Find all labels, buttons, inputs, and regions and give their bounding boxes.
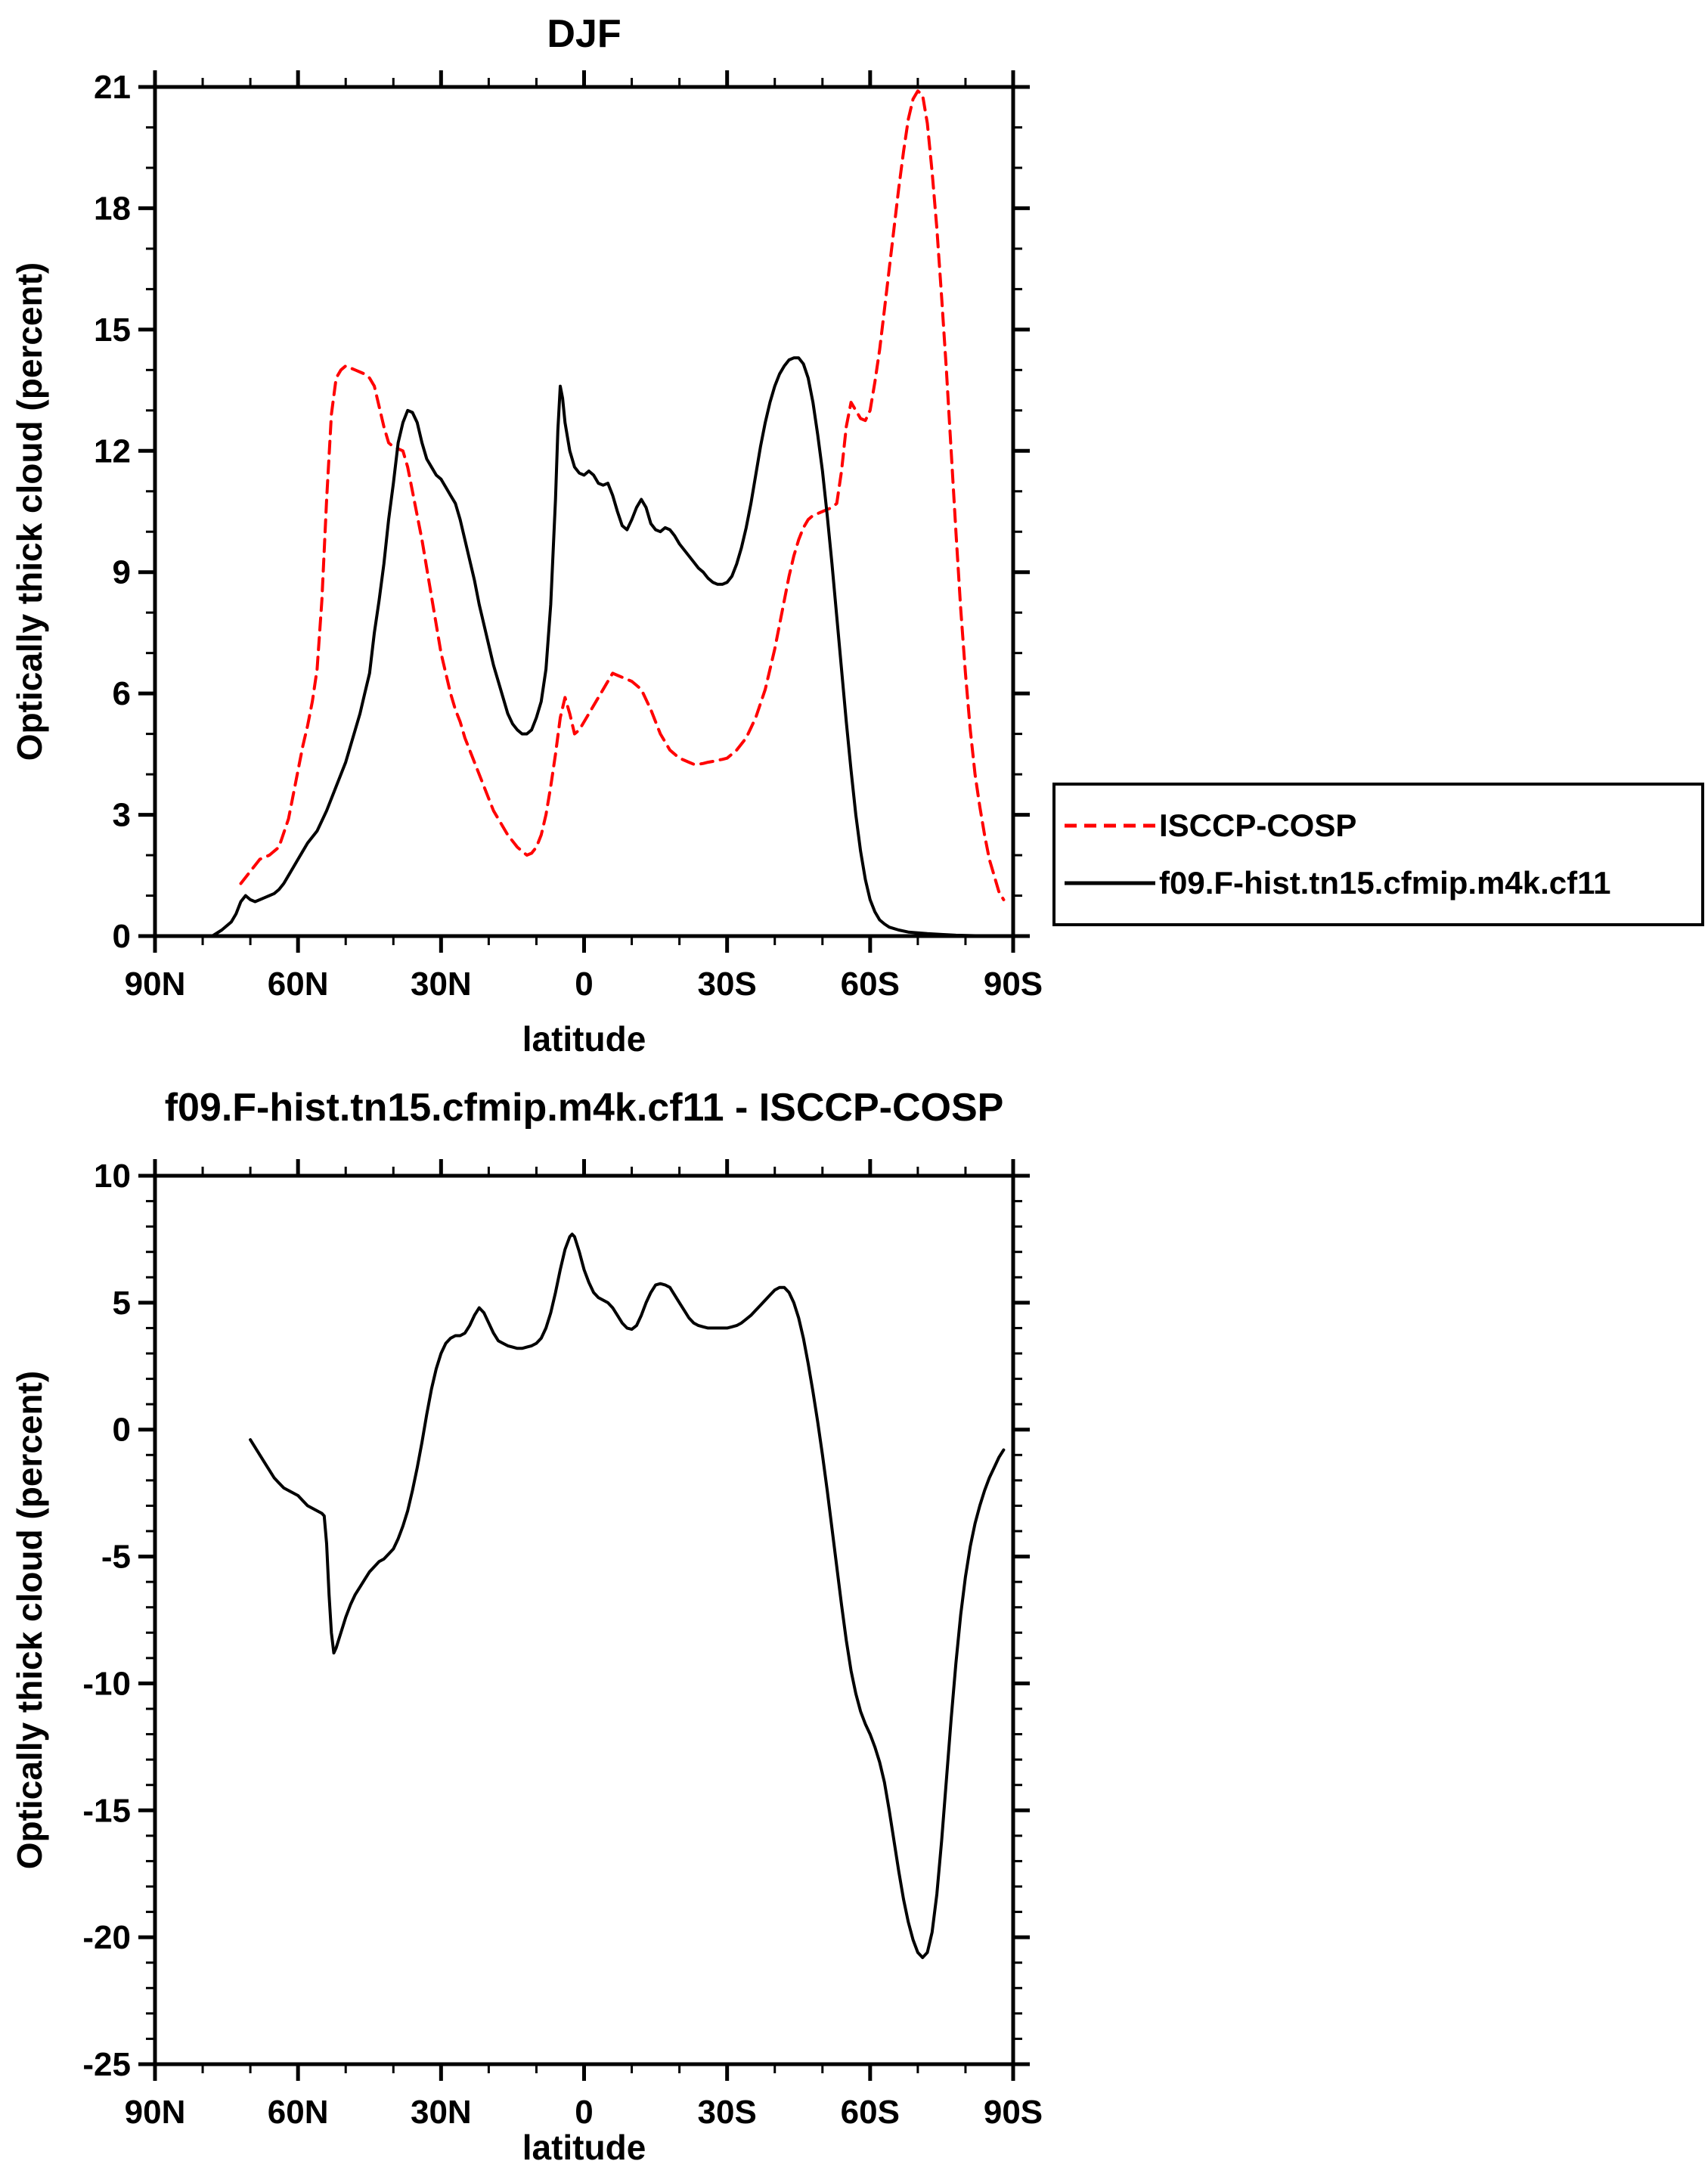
isccp-cosp-line <box>239 89 1006 901</box>
difference-line <box>249 1232 1006 1959</box>
y-tick-label: 21 <box>94 69 131 106</box>
legend-box: ISCCP-COSP f09.F-hist.tn15.cfmip.m4k.cf1… <box>1052 783 1704 926</box>
x-tick-label: 90S <box>984 966 1043 1003</box>
x-tick-label: 30S <box>698 966 757 1003</box>
x-tick-label: 90N <box>125 2094 186 2131</box>
y-tick-label: -10 <box>82 1665 131 1702</box>
x-tick-label: 0 <box>575 966 593 1003</box>
y-tick-label: 9 <box>113 554 131 591</box>
y-tick-label: 5 <box>113 1285 131 1322</box>
x-axis-label: latitude <box>522 2128 646 2164</box>
plot-frame <box>153 1173 1015 2066</box>
legend-entry-model: f09.F-hist.tn15.cfmip.m4k.cf11 <box>1065 865 1701 901</box>
x-tick-label: 60S <box>841 966 900 1003</box>
y-axis-label: Optically thick cloud (percent) <box>10 1371 49 1869</box>
dashed-red-line-sample <box>1065 823 1155 828</box>
legend-entry-isccp-cosp: ISCCP-COSP <box>1065 808 1701 844</box>
y-tick-label: 0 <box>113 1412 131 1449</box>
x-tick-label: 30N <box>411 2094 472 2131</box>
x-tick-label: 90S <box>984 2094 1043 2131</box>
x-tick-label: 30S <box>698 2094 757 2131</box>
y-tick-label: -5 <box>101 1539 131 1576</box>
f09-f-hist-tn15-cfmip-m4k-cf11-line <box>210 356 1006 938</box>
x-axis-label: latitude <box>522 1019 646 1059</box>
y-tick-label: -25 <box>82 2046 131 2083</box>
y-tick-label: 3 <box>113 797 131 834</box>
y-tick-label: -15 <box>82 1792 131 1829</box>
plot-frame <box>153 85 1015 938</box>
x-tick-label: 0 <box>575 2094 593 2131</box>
y-tick-label: 15 <box>94 312 131 349</box>
x-tick-label: 60S <box>841 2094 900 2131</box>
x-tick-label: 60N <box>268 966 329 1003</box>
legend-label-model: f09.F-hist.tn15.cfmip.m4k.cf11 <box>1159 865 1611 901</box>
x-tick-label: 30N <box>411 966 472 1003</box>
chart-title: f09.F-hist.tn15.cfmip.m4k.cf11 - ISCCP-C… <box>165 1086 1004 1130</box>
legend-label-isccp-cosp: ISCCP-COSP <box>1159 807 1357 843</box>
y-tick-label: 18 <box>94 190 131 227</box>
solid-black-line-sample <box>1065 881 1155 885</box>
x-tick-label: 60N <box>268 2094 329 2131</box>
y-axis-label: Optically thick cloud (percent) <box>10 262 49 761</box>
y-tick-label: 10 <box>94 1158 131 1195</box>
chart-title: DJF <box>547 12 621 56</box>
y-tick-label: 6 <box>113 675 131 712</box>
x-tick-label: 90N <box>125 966 186 1003</box>
y-tick-label: 0 <box>113 918 131 955</box>
y-tick-label: -20 <box>82 1919 131 1956</box>
y-tick-label: 12 <box>94 432 131 470</box>
